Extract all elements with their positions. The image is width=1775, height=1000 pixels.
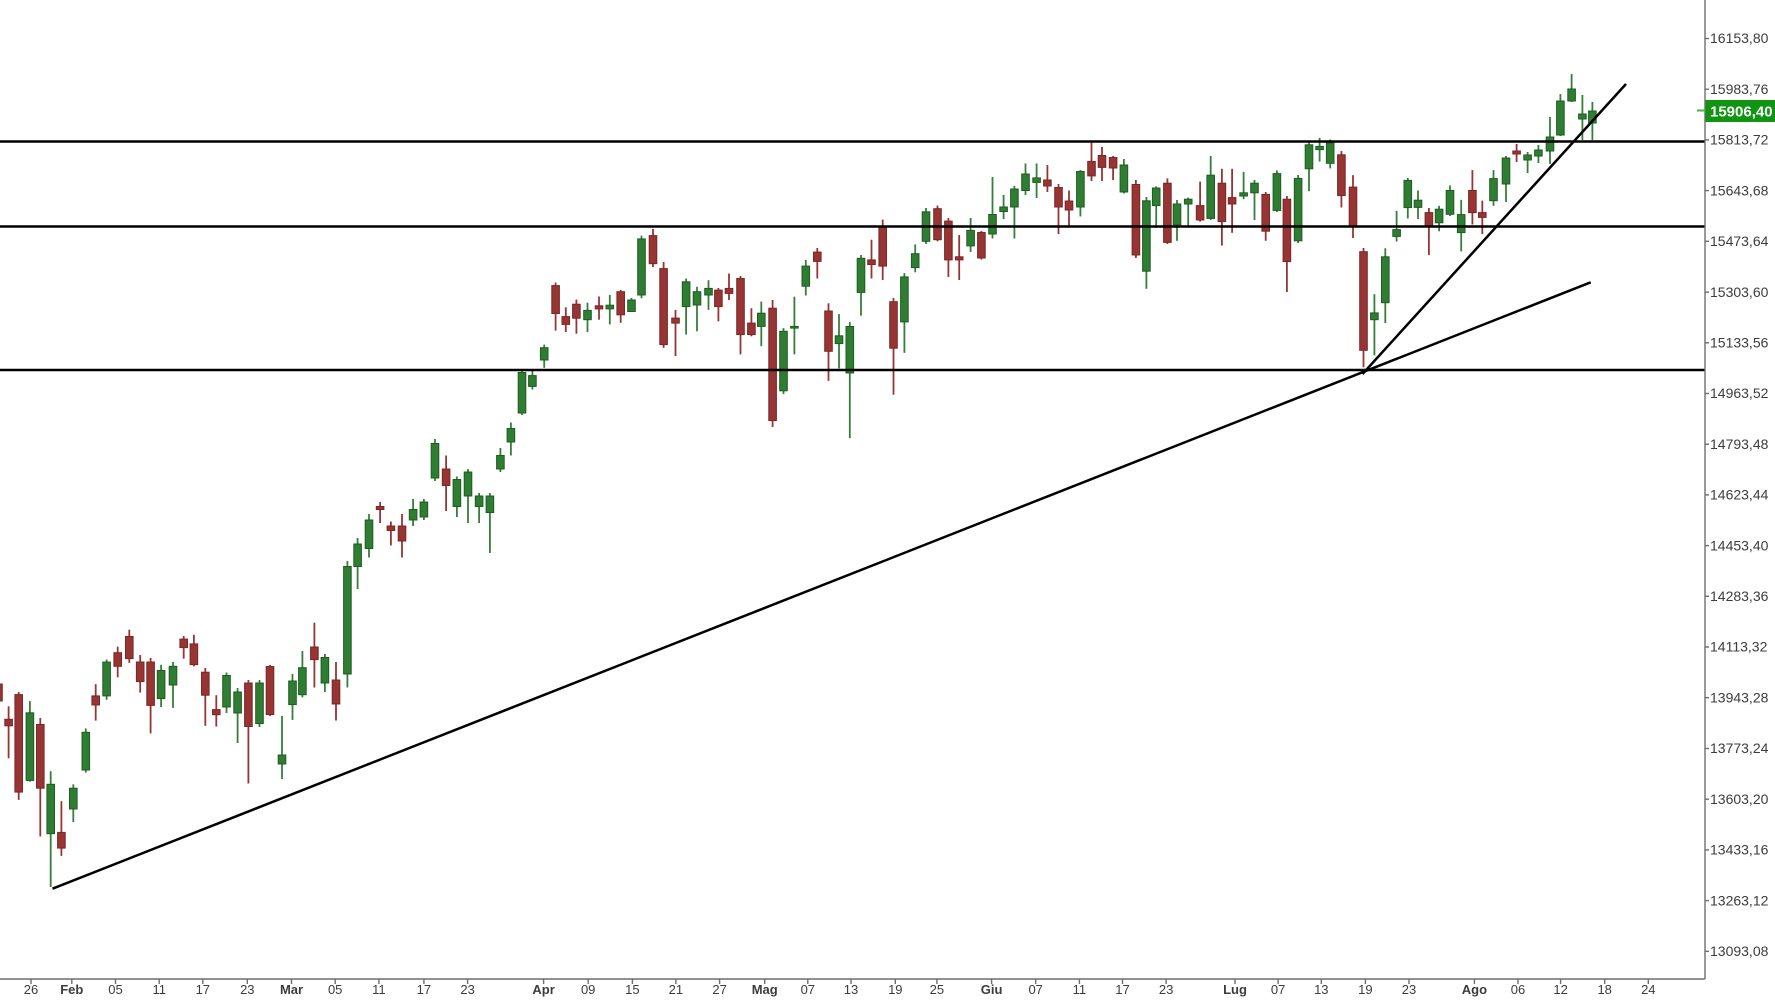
svg-text:19: 19: [1358, 982, 1372, 997]
svg-text:23: 23: [460, 982, 474, 997]
svg-text:13: 13: [844, 982, 858, 997]
svg-text:17: 17: [417, 982, 431, 997]
svg-text:15813,72: 15813,72: [1710, 132, 1769, 148]
svg-text:14963,52: 14963,52: [1710, 385, 1769, 401]
svg-text:Apr: Apr: [532, 982, 554, 997]
svg-text:15303,60: 15303,60: [1710, 284, 1769, 300]
svg-text:24: 24: [1641, 982, 1655, 997]
svg-text:Ago: Ago: [1462, 982, 1487, 997]
svg-text:Mar: Mar: [280, 982, 303, 997]
svg-text:14283,36: 14283,36: [1710, 588, 1769, 604]
svg-text:14453,40: 14453,40: [1710, 537, 1769, 553]
svg-text:13093,08: 13093,08: [1710, 943, 1769, 959]
svg-text:16153,80: 16153,80: [1710, 30, 1769, 46]
svg-text:21: 21: [669, 982, 683, 997]
svg-text:15473,64: 15473,64: [1710, 233, 1769, 249]
svg-text:23: 23: [1159, 982, 1173, 997]
svg-text:14623,44: 14623,44: [1710, 487, 1769, 503]
svg-text:14113,32: 14113,32: [1710, 639, 1768, 655]
svg-text:13943,28: 13943,28: [1710, 689, 1769, 705]
svg-text:Feb: Feb: [60, 982, 83, 997]
svg-text:26: 26: [24, 982, 38, 997]
svg-text:Giu: Giu: [981, 982, 1003, 997]
svg-text:27: 27: [712, 982, 726, 997]
svg-text:15643,68: 15643,68: [1710, 182, 1769, 198]
svg-text:12: 12: [1553, 982, 1567, 997]
svg-text:11: 11: [152, 982, 166, 997]
svg-text:13773,24: 13773,24: [1710, 740, 1769, 756]
svg-text:Mag: Mag: [752, 982, 778, 997]
svg-text:25: 25: [930, 982, 944, 997]
svg-text:Lug: Lug: [1223, 982, 1247, 997]
svg-text:07: 07: [1028, 982, 1042, 997]
svg-text:23: 23: [240, 982, 254, 997]
svg-text:15906,40: 15906,40: [1710, 104, 1773, 121]
svg-text:17: 17: [1115, 982, 1129, 997]
svg-text:06: 06: [1511, 982, 1525, 997]
svg-text:13433,16: 13433,16: [1710, 842, 1769, 858]
svg-text:09: 09: [581, 982, 595, 997]
svg-text:11: 11: [1073, 982, 1087, 997]
svg-text:13603,20: 13603,20: [1710, 791, 1769, 807]
svg-text:13: 13: [1314, 982, 1328, 997]
svg-text:13263,12: 13263,12: [1710, 892, 1769, 908]
svg-text:15133,56: 15133,56: [1710, 335, 1769, 351]
svg-text:05: 05: [328, 982, 342, 997]
svg-text:15: 15: [625, 982, 639, 997]
svg-text:07: 07: [1271, 982, 1285, 997]
svg-text:17: 17: [196, 982, 210, 997]
svg-text:15983,76: 15983,76: [1710, 81, 1769, 97]
svg-text:18: 18: [1597, 982, 1611, 997]
svg-text:07: 07: [801, 982, 815, 997]
svg-text:23: 23: [1402, 982, 1416, 997]
svg-text:14793,48: 14793,48: [1710, 436, 1769, 452]
svg-text:05: 05: [108, 982, 122, 997]
svg-text:19: 19: [888, 982, 902, 997]
svg-text:11: 11: [372, 982, 386, 997]
